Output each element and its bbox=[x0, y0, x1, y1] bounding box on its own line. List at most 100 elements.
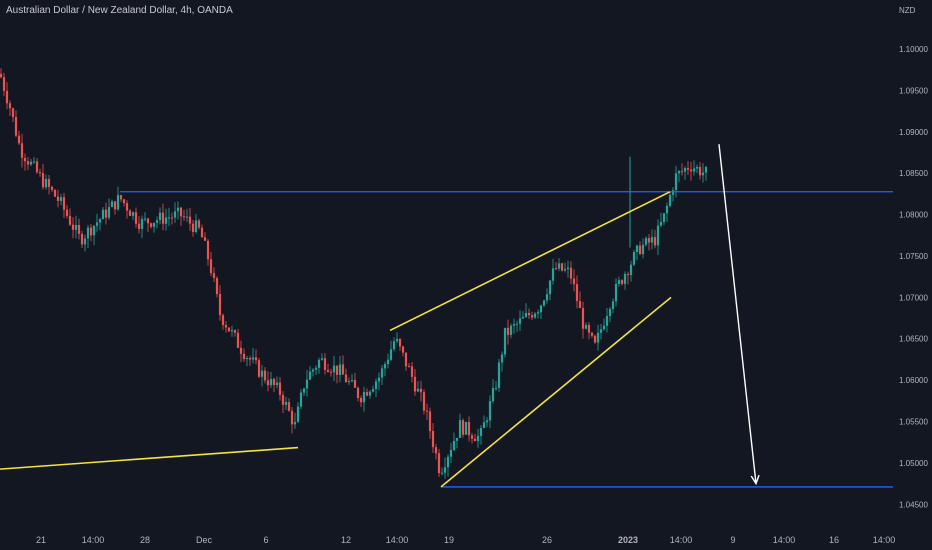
price-tick-label: 1.10000 bbox=[899, 45, 928, 54]
candle-body bbox=[290, 410, 294, 425]
candle-body bbox=[83, 238, 87, 245]
candle-body bbox=[137, 223, 141, 229]
candle-body bbox=[611, 301, 615, 309]
candle-body bbox=[320, 358, 324, 360]
candle-body bbox=[599, 329, 603, 333]
candle-body bbox=[692, 168, 696, 172]
time-tick-label: 28 bbox=[140, 535, 150, 545]
time-tick-label: 14:00 bbox=[670, 535, 693, 545]
candle-body bbox=[446, 456, 450, 468]
candle-body bbox=[503, 327, 507, 355]
candle-body bbox=[671, 190, 675, 195]
candle-body bbox=[596, 332, 600, 343]
candle-body bbox=[437, 453, 441, 474]
candle-body bbox=[266, 380, 270, 386]
candle-body bbox=[494, 387, 498, 389]
candle-body bbox=[359, 397, 363, 403]
price-tick-label: 1.06000 bbox=[899, 376, 928, 385]
candle-body bbox=[329, 371, 333, 373]
candle-body bbox=[674, 173, 678, 191]
candle-body bbox=[176, 207, 180, 212]
candle-body bbox=[680, 171, 684, 173]
candle-body bbox=[695, 166, 699, 169]
trend-line bbox=[440, 296, 672, 488]
candle-body bbox=[125, 203, 129, 211]
candle-body bbox=[665, 205, 669, 214]
candle-body bbox=[179, 207, 183, 217]
candle-body bbox=[554, 268, 558, 270]
candle-body bbox=[98, 219, 102, 223]
price-axis: NZD 1.10000 1.09500 1.09000 1.08500 1.08000 1.… bbox=[899, 6, 928, 509]
candle-body bbox=[470, 435, 474, 439]
candle-body bbox=[200, 227, 204, 238]
candle-body bbox=[668, 194, 672, 206]
price-tick-label: 1.06500 bbox=[899, 335, 928, 344]
candle-body bbox=[215, 278, 219, 295]
candle-body bbox=[95, 222, 99, 226]
candle-body bbox=[425, 410, 429, 412]
candle-body bbox=[71, 224, 75, 230]
candle-body bbox=[512, 324, 516, 326]
candle-body bbox=[467, 421, 471, 436]
time-tick-label: 14:00 bbox=[82, 535, 105, 545]
candle-body bbox=[0, 73, 3, 78]
candle-body bbox=[326, 369, 330, 372]
candle-body bbox=[2, 77, 6, 91]
candle-body bbox=[356, 387, 360, 398]
candle-body bbox=[311, 369, 315, 372]
candle-body bbox=[557, 263, 561, 269]
candle-body bbox=[683, 168, 687, 172]
time-tick-label: 14:00 bbox=[873, 535, 896, 545]
candle-body bbox=[47, 179, 51, 187]
candle-body bbox=[410, 366, 414, 377]
candle-body bbox=[35, 161, 39, 173]
candle-body bbox=[602, 325, 606, 330]
candle-body bbox=[461, 420, 465, 435]
candle-body bbox=[284, 402, 288, 405]
candle-body bbox=[56, 196, 60, 201]
candle-body bbox=[113, 201, 117, 210]
candle-body bbox=[569, 267, 573, 279]
candle-body bbox=[374, 381, 378, 389]
candle-body bbox=[107, 206, 111, 218]
candle-body bbox=[419, 388, 423, 393]
candle-body bbox=[416, 388, 420, 392]
price-tick-label: 1.04500 bbox=[899, 500, 928, 509]
price-tick-label: 1.05500 bbox=[899, 418, 928, 427]
candle-body bbox=[464, 421, 468, 435]
candle-body bbox=[281, 394, 285, 405]
candle-body bbox=[584, 324, 588, 329]
candle-body bbox=[143, 218, 147, 220]
candle-body bbox=[62, 197, 66, 210]
candle-body bbox=[395, 338, 399, 342]
candle-body bbox=[317, 359, 321, 368]
candle-body bbox=[413, 376, 417, 392]
candle-body bbox=[536, 312, 540, 314]
candle-body bbox=[170, 217, 174, 219]
candle-body bbox=[236, 332, 240, 348]
candle-body bbox=[488, 401, 492, 421]
candle-body bbox=[248, 358, 252, 360]
candles-layer bbox=[0, 68, 708, 479]
time-tick-label: 9 bbox=[730, 535, 735, 545]
time-tick-label: 14:00 bbox=[773, 535, 796, 545]
candle-body bbox=[518, 318, 522, 324]
candle-body bbox=[221, 315, 225, 326]
chart-title: Australian Dollar / New Zealand Dollar, … bbox=[6, 5, 233, 16]
candle-body bbox=[128, 210, 132, 216]
candle-body bbox=[686, 168, 690, 170]
candle-body bbox=[362, 392, 366, 403]
candle-body bbox=[560, 263, 564, 271]
candle-body bbox=[41, 173, 45, 188]
candle-body bbox=[23, 157, 27, 162]
candle-body bbox=[431, 431, 435, 448]
candle-body bbox=[134, 212, 138, 224]
candle-body bbox=[656, 225, 660, 246]
candle-body bbox=[347, 381, 351, 383]
candle-body bbox=[593, 335, 597, 343]
candle-body bbox=[455, 437, 459, 441]
candle-body bbox=[110, 201, 114, 207]
candle-body bbox=[635, 245, 639, 253]
price-tick-label: 1.05000 bbox=[899, 459, 928, 468]
